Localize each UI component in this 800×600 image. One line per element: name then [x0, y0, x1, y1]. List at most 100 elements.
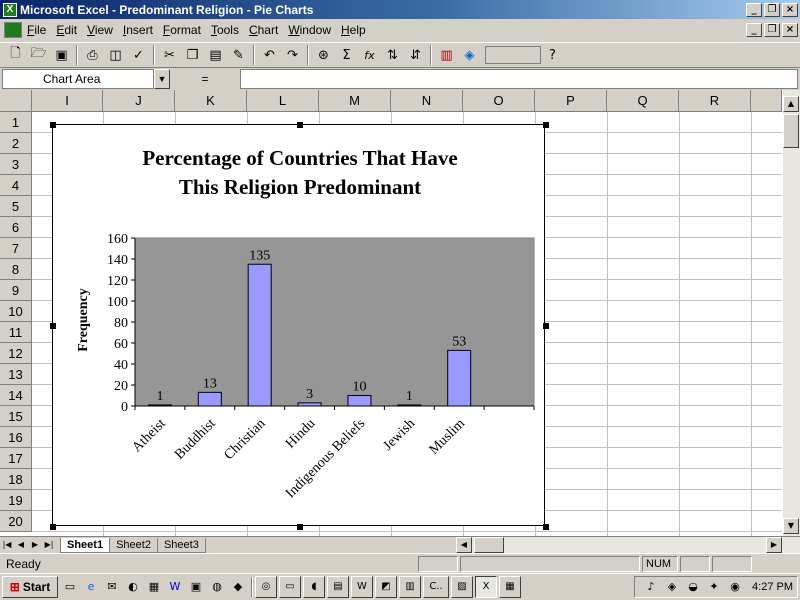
copy-icon[interactable]: ❐: [186, 47, 199, 63]
task-button-c[interactable]: C..: [423, 576, 449, 598]
task-button[interactable]: ◖: [303, 576, 325, 598]
row-header[interactable]: 11: [0, 322, 32, 343]
minimize-button[interactable]: _: [746, 2, 762, 17]
h-scroll-thumb[interactable]: [473, 537, 504, 553]
row-header[interactable]: 2: [0, 133, 32, 154]
print-icon[interactable]: ⎙: [87, 47, 98, 63]
name-box[interactable]: Chart Area: [2, 69, 154, 89]
menu-edit[interactable]: Edit: [56, 23, 78, 37]
internet-explorer-icon[interactable]: e: [87, 580, 95, 593]
resize-handle[interactable]: [543, 524, 549, 530]
column-header[interactable]: I: [32, 90, 103, 112]
row-header[interactable]: 15: [0, 406, 32, 427]
task-button[interactable]: ▭: [279, 576, 301, 598]
hyperlink-icon[interactable]: ⊛: [318, 47, 329, 63]
volume-icon[interactable]: ♪: [647, 580, 655, 593]
format-painter-icon[interactable]: ✎: [233, 47, 244, 63]
resize-handle[interactable]: [543, 323, 549, 329]
workbook-icon[interactable]: [4, 22, 22, 38]
task-button[interactable]: ▥: [399, 576, 421, 598]
prev-sheet-icon[interactable]: ◀: [17, 540, 25, 549]
row-header[interactable]: 8: [0, 259, 32, 280]
last-sheet-icon[interactable]: ▶|: [44, 540, 54, 549]
task-button[interactable]: ◎: [255, 576, 277, 598]
spelling-icon[interactable]: ✓: [133, 47, 144, 63]
undo-icon[interactable]: ↶: [264, 47, 275, 63]
column-header[interactable]: P: [535, 90, 607, 112]
new-icon[interactable]: 🗋: [10, 46, 21, 61]
show-desktop-icon[interactable]: ▭: [64, 580, 76, 593]
vertical-scrollbar[interactable]: ▲ ▼: [782, 90, 800, 536]
row-header[interactable]: 1: [0, 112, 32, 133]
resize-handle[interactable]: [297, 122, 303, 128]
first-sheet-icon[interactable]: |◀: [2, 540, 12, 549]
doc-close-button[interactable]: ×: [782, 23, 798, 37]
row-header[interactable]: 14: [0, 385, 32, 406]
column-header[interactable]: K: [175, 90, 247, 112]
quicklaunch-icon[interactable]: ▣: [190, 580, 202, 593]
redo-icon[interactable]: ↷: [287, 47, 298, 63]
row-header[interactable]: 17: [0, 448, 32, 469]
task-button[interactable]: ▦: [499, 576, 521, 598]
quicklaunch-icon[interactable]: ◆: [233, 580, 243, 593]
tray-icon[interactable]: ✦: [709, 580, 719, 593]
resize-handle[interactable]: [297, 524, 303, 530]
row-header[interactable]: 13: [0, 364, 32, 385]
row-header[interactable]: 6: [0, 217, 32, 238]
menu-window[interactable]: Window: [288, 23, 331, 37]
column-header[interactable]: [751, 90, 782, 112]
doc-minimize-button[interactable]: _: [746, 23, 762, 37]
zoom-dropdown[interactable]: [485, 46, 541, 64]
quicklaunch-icon[interactable]: ◍: [212, 580, 222, 593]
menu-format[interactable]: Format: [162, 23, 201, 37]
row-header[interactable]: 20: [0, 511, 32, 532]
sort-descending-icon[interactable]: ⇵: [410, 47, 421, 63]
menu-chart[interactable]: Chart: [248, 23, 279, 37]
menu-tools[interactable]: Tools: [210, 23, 239, 37]
horizontal-scrollbar[interactable]: ◀ ▶: [455, 537, 800, 553]
sheet-tab-3[interactable]: Sheet3: [156, 537, 206, 553]
task-button[interactable]: ▨: [451, 576, 473, 598]
function-icon[interactable]: fx: [364, 48, 375, 62]
chart-wizard-icon[interactable]: ▥: [440, 47, 453, 63]
doc-restore-button[interactable]: ❐: [764, 23, 780, 37]
select-all-corner[interactable]: [0, 90, 32, 112]
paste-icon[interactable]: ▤: [209, 47, 222, 63]
row-header[interactable]: 4: [0, 175, 32, 196]
tray-icon[interactable]: ◒: [688, 580, 698, 593]
resize-handle[interactable]: [50, 323, 56, 329]
scroll-right-icon[interactable]: ▶: [766, 537, 782, 553]
autosum-icon[interactable]: Σ: [342, 47, 351, 63]
scroll-thumb[interactable]: [783, 114, 799, 148]
column-header[interactable]: O: [463, 90, 535, 112]
quicklaunch-icon[interactable]: ▦: [148, 580, 160, 593]
menu-help[interactable]: Help: [341, 23, 366, 37]
quicklaunch-icon[interactable]: ◐: [128, 580, 138, 593]
row-header[interactable]: 16: [0, 427, 32, 448]
tray-icon[interactable]: ◉: [730, 580, 740, 593]
sheet-tab-1[interactable]: Sheet1: [60, 537, 111, 553]
menu-view[interactable]: View: [87, 23, 113, 37]
excel-task-button[interactable]: X: [475, 576, 497, 598]
column-header[interactable]: L: [247, 90, 319, 112]
help-icon[interactable]: ?: [549, 47, 556, 63]
embedded-chart[interactable]: Percentage of Countries That Have This R…: [50, 122, 549, 530]
task-button[interactable]: ◩: [375, 576, 397, 598]
menu-file[interactable]: File: [27, 23, 47, 37]
row-header[interactable]: 3: [0, 154, 32, 175]
column-header[interactable]: M: [319, 90, 391, 112]
row-header[interactable]: 18: [0, 469, 32, 490]
scroll-down-icon[interactable]: ▼: [783, 518, 799, 534]
row-header[interactable]: 7: [0, 238, 32, 259]
save-icon[interactable]: ▣: [55, 47, 68, 63]
scroll-left-icon[interactable]: ◀: [455, 537, 472, 553]
close-button[interactable]: ×: [782, 2, 798, 17]
name-box-dropdown-icon[interactable]: ▼: [154, 69, 170, 89]
row-header[interactable]: 19: [0, 490, 32, 511]
tray-icon[interactable]: ◈: [667, 580, 677, 593]
row-header[interactable]: 9: [0, 280, 32, 301]
scroll-up-icon[interactable]: ▲: [783, 96, 799, 112]
outlook-icon[interactable]: ✉: [107, 580, 117, 593]
column-header[interactable]: Q: [607, 90, 679, 112]
task-button[interactable]: ▤: [327, 576, 349, 598]
